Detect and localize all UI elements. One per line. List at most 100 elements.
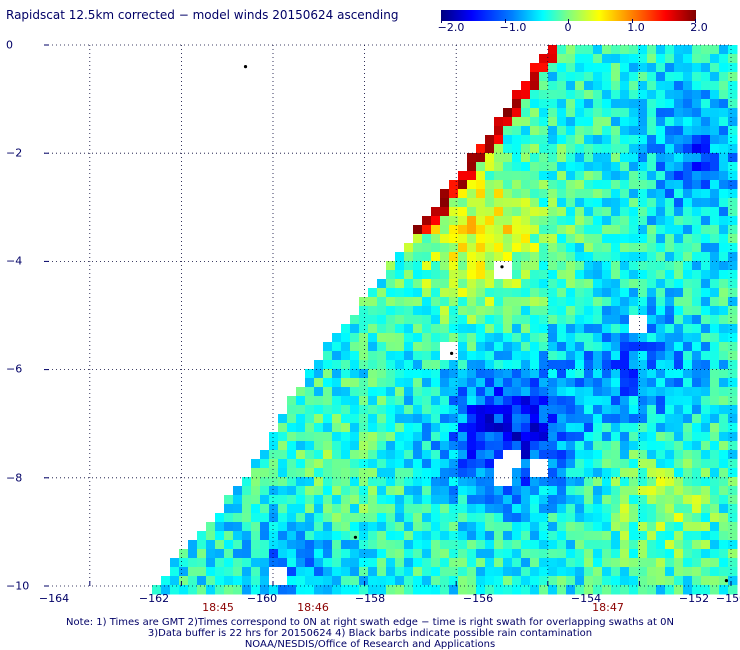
data-cell <box>611 540 621 550</box>
data-cell <box>728 504 738 514</box>
data-cell <box>638 387 648 397</box>
data-cell <box>620 522 630 532</box>
data-cell <box>683 540 693 550</box>
data-cell <box>629 432 639 442</box>
data-cell <box>548 423 558 433</box>
data-cell <box>665 459 675 469</box>
data-cell <box>638 135 648 145</box>
data-cell <box>350 423 360 433</box>
data-cell <box>476 486 486 496</box>
data-cell <box>710 324 720 334</box>
data-cell <box>260 486 270 496</box>
time-label: 18:45 <box>202 601 234 614</box>
data-cell <box>629 153 639 163</box>
data-cell <box>548 351 558 361</box>
data-cell <box>206 567 216 577</box>
data-cell <box>350 369 360 379</box>
data-cell <box>404 531 414 541</box>
data-cell <box>593 468 603 478</box>
data-cell <box>269 432 279 442</box>
data-cell <box>710 288 720 298</box>
data-cell <box>386 297 396 307</box>
data-cell <box>404 585 414 595</box>
data-cell <box>710 90 720 100</box>
data-cell <box>692 252 702 262</box>
data-cell <box>728 135 738 145</box>
data-cell <box>611 144 621 154</box>
data-cell <box>422 540 432 550</box>
data-cell <box>539 288 549 298</box>
data-cell <box>665 450 675 460</box>
data-cell <box>503 225 513 235</box>
data-cell <box>647 297 657 307</box>
data-cell <box>467 252 477 262</box>
data-cell <box>674 297 684 307</box>
data-cell <box>413 405 423 415</box>
data-cell <box>548 225 558 235</box>
data-cell <box>503 495 513 505</box>
data-cell <box>728 459 738 469</box>
data-cell <box>323 360 333 370</box>
data-cell <box>683 171 693 181</box>
data-cell <box>530 189 540 199</box>
data-cell <box>638 72 648 82</box>
data-cell <box>377 297 387 307</box>
data-cell <box>602 576 612 586</box>
data-cell <box>224 522 234 532</box>
data-cell <box>602 90 612 100</box>
x-tick-label: −160 <box>246 592 278 605</box>
data-cell <box>548 315 558 325</box>
data-cell <box>728 387 738 397</box>
data-cell <box>440 369 450 379</box>
data-cell <box>548 207 558 217</box>
data-cell <box>188 576 198 586</box>
data-cell <box>539 306 549 316</box>
data-cell <box>404 387 414 397</box>
data-cell <box>251 459 261 469</box>
data-cell <box>530 369 540 379</box>
data-cell <box>440 549 450 559</box>
data-cell <box>719 189 729 199</box>
data-cell <box>251 468 261 478</box>
data-cell <box>611 504 621 514</box>
data-cell <box>512 405 522 415</box>
data-cell <box>629 342 639 352</box>
data-cell <box>458 297 468 307</box>
data-cell <box>593 63 603 73</box>
data-cell <box>584 531 594 541</box>
data-cell <box>557 234 567 244</box>
data-cell <box>485 189 495 199</box>
data-cell <box>503 567 513 577</box>
data-cell <box>503 441 513 451</box>
data-cell <box>260 504 270 514</box>
data-cell <box>503 324 513 334</box>
data-cell <box>665 585 675 595</box>
data-cell <box>656 504 666 514</box>
data-cell <box>728 225 738 235</box>
data-cell <box>467 180 477 190</box>
data-cell <box>494 135 504 145</box>
data-cell <box>485 513 495 523</box>
data-cell <box>521 234 531 244</box>
data-cell <box>449 567 459 577</box>
data-cell <box>647 477 657 487</box>
data-cell <box>512 252 522 262</box>
data-cell <box>710 450 720 460</box>
data-cell <box>548 405 558 415</box>
data-cell <box>692 108 702 118</box>
data-cell <box>458 198 468 208</box>
data-cell <box>521 135 531 145</box>
data-cell <box>449 225 459 235</box>
data-cell <box>629 450 639 460</box>
data-cell <box>458 495 468 505</box>
data-cell <box>476 162 486 172</box>
data-cell <box>683 378 693 388</box>
data-cell <box>674 513 684 523</box>
data-cell <box>647 549 657 559</box>
data-cell <box>593 234 603 244</box>
data-cell <box>692 135 702 145</box>
data-cell <box>674 531 684 541</box>
data-cell <box>332 585 342 595</box>
data-cell <box>647 441 657 451</box>
data-cell <box>647 531 657 541</box>
